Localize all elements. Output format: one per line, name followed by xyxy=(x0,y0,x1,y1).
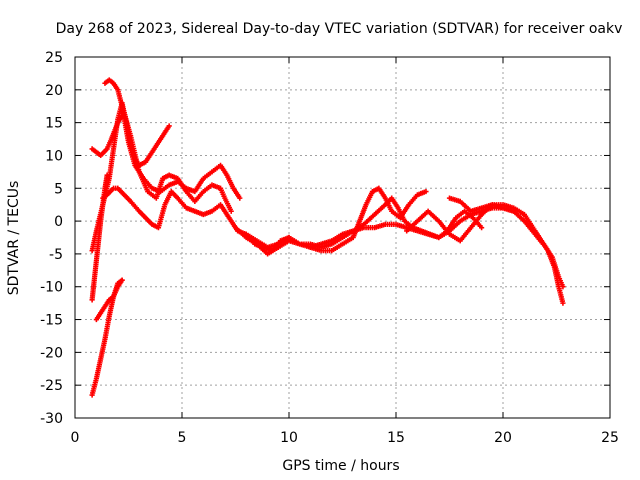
data-point xyxy=(423,188,429,195)
grid-lines xyxy=(75,57,610,418)
y-tick-label: 5 xyxy=(54,181,63,197)
data-series xyxy=(89,172,110,303)
y-tick-label: 20 xyxy=(45,83,63,99)
axis-ticks xyxy=(74,56,611,419)
y-tick-label: 25 xyxy=(45,50,63,66)
x-tick-label: 20 xyxy=(494,430,512,446)
y-tick-label: -25 xyxy=(40,378,63,394)
data-series xyxy=(89,110,234,214)
y-tick-label: 15 xyxy=(45,116,63,132)
x-axis-label: GPS time / hours xyxy=(282,458,399,474)
data-point xyxy=(119,277,125,283)
y-tick-label: 0 xyxy=(54,214,63,230)
data-point xyxy=(228,208,234,214)
x-tick-label: 5 xyxy=(178,430,187,446)
x-tick-label: 25 xyxy=(601,430,619,446)
data-point xyxy=(237,195,243,201)
data-point xyxy=(104,172,110,178)
y-tick-label: 10 xyxy=(45,148,63,164)
data-point xyxy=(479,225,485,231)
y-tick-label: -20 xyxy=(40,345,63,361)
x-tick-label: 15 xyxy=(387,430,405,446)
data-series xyxy=(404,202,566,290)
y-tick-label: -10 xyxy=(40,280,63,296)
plot-frame xyxy=(74,56,611,419)
y-tick-label: -5 xyxy=(49,247,63,263)
data-point xyxy=(560,300,566,306)
data-series xyxy=(446,195,566,306)
data-series xyxy=(89,277,125,398)
y-tick-label: -30 xyxy=(40,411,63,427)
x-tick-label: 10 xyxy=(280,430,298,446)
x-tick-label: 0 xyxy=(71,430,80,446)
data-point xyxy=(166,123,172,129)
x-tick-labels: 0 5 10 15 20 25 xyxy=(71,430,619,446)
y-axis-label: SDTVAR / TECUs xyxy=(6,181,22,296)
y-tick-labels: -30 -25 -20 -15 -10 -5 0 5 10 15 20 25 xyxy=(40,50,63,427)
data-points xyxy=(89,77,566,398)
y-tick-label: -15 xyxy=(40,313,63,329)
data-series xyxy=(102,77,243,201)
chart-title: Day 268 of 2023, Sidereal Day-to-day VTE… xyxy=(56,21,623,37)
